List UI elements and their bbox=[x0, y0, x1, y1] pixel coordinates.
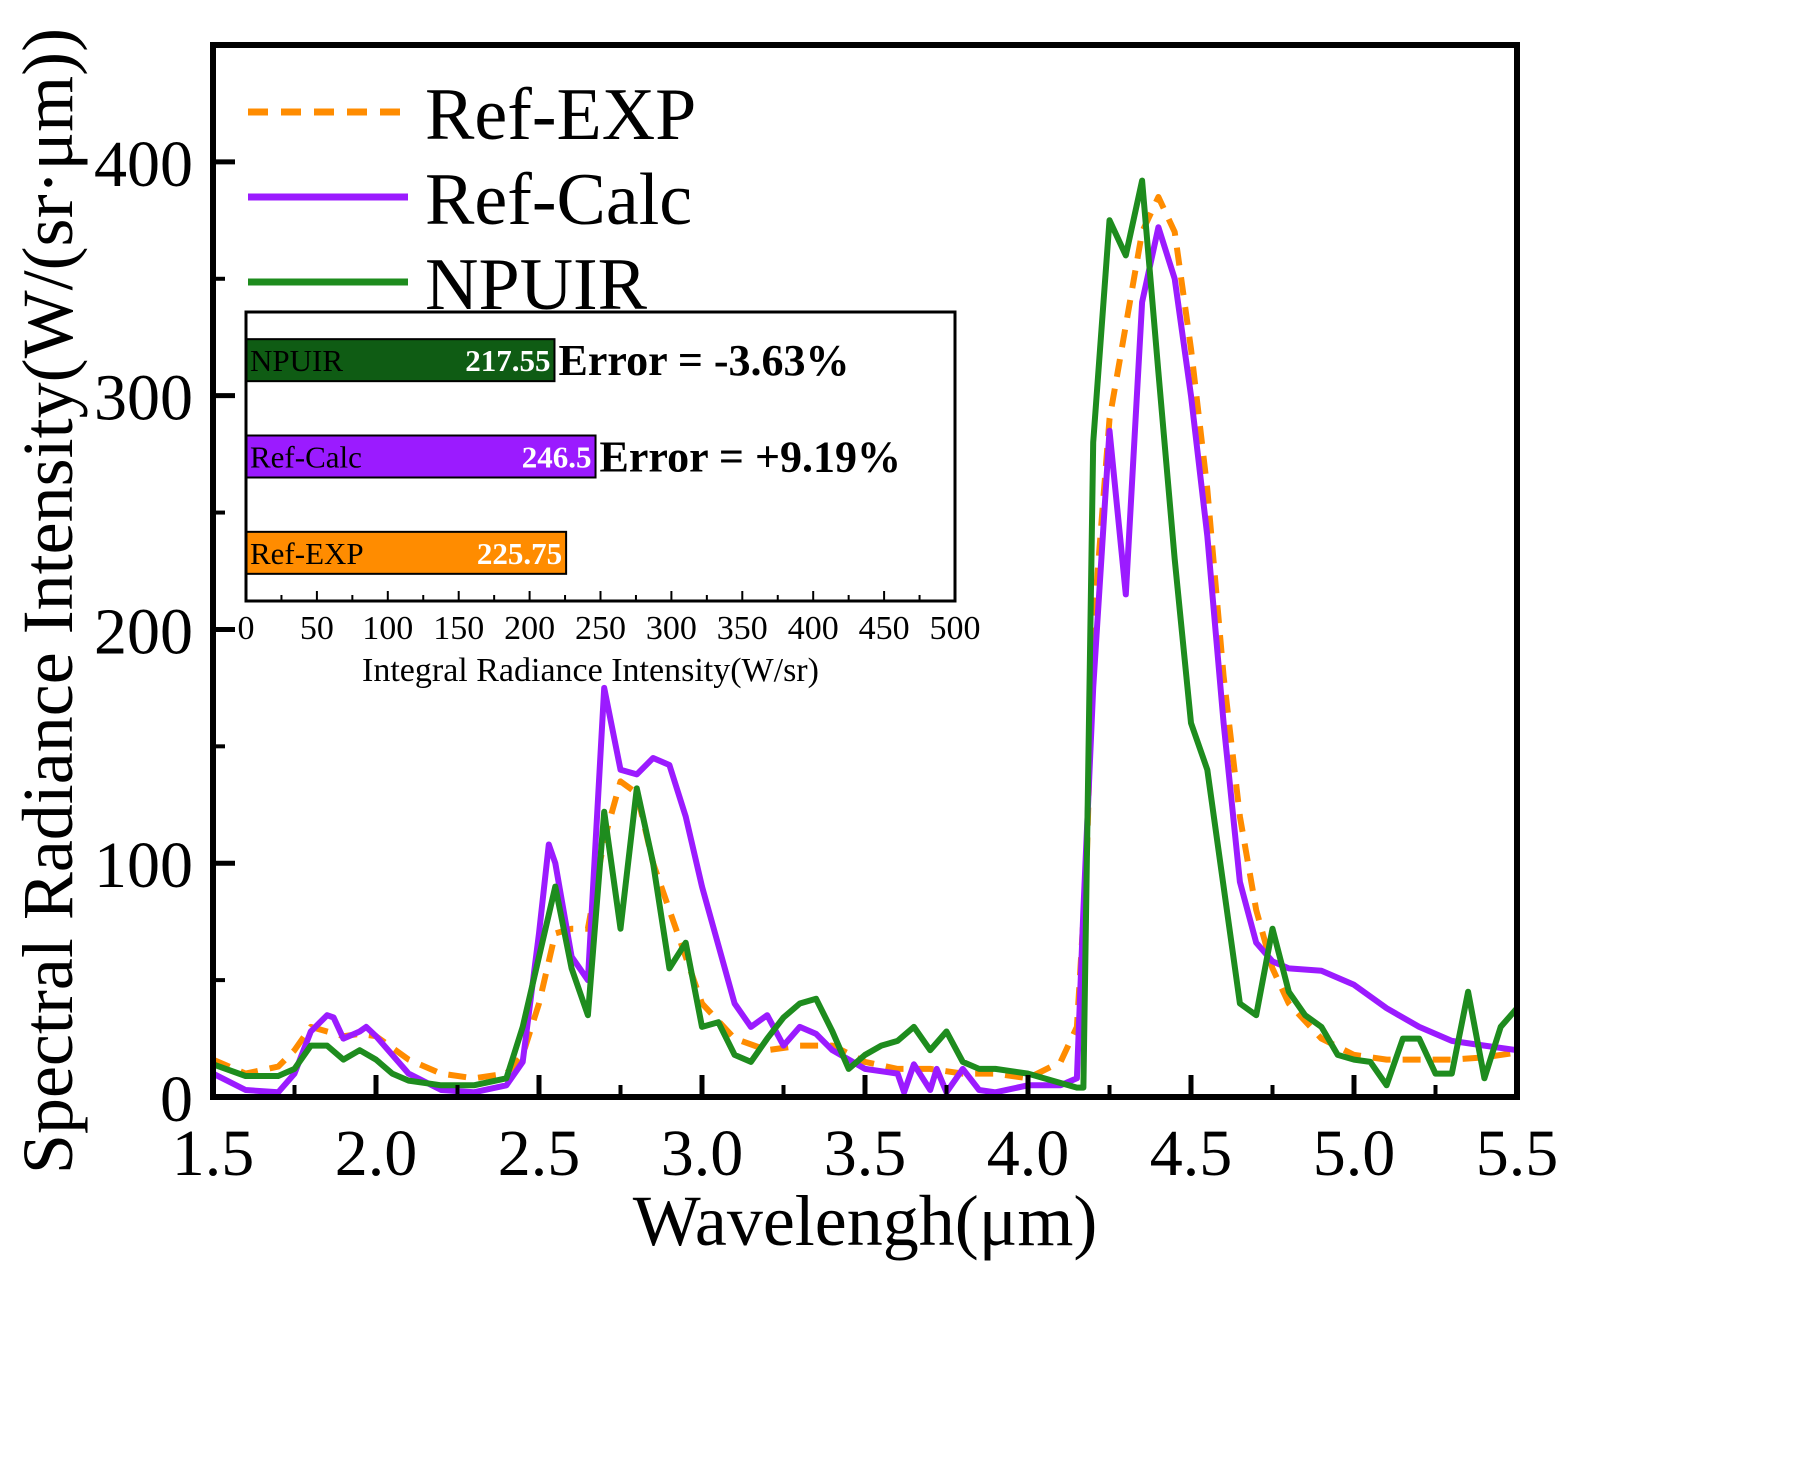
x-tick-label: 5.5 bbox=[1476, 1117, 1559, 1190]
inset-x-tick-label: 100 bbox=[362, 610, 413, 647]
y-tick-label: 0 bbox=[160, 1063, 193, 1136]
inset-bar-category-label: NPUIR bbox=[250, 343, 343, 378]
inset-error-annotation: Error = +9.19% bbox=[600, 433, 902, 482]
inset-x-tick-label: 400 bbox=[788, 610, 839, 647]
inset-x-tick-label: 300 bbox=[646, 610, 697, 647]
inset-x-tick-label: 50 bbox=[300, 610, 334, 647]
x-tick-label: 3.5 bbox=[824, 1117, 907, 1190]
legend-label: Ref-Calc bbox=[425, 159, 692, 241]
inset-bar-ref-exp bbox=[245, 530, 568, 575]
series-line-ref-exp bbox=[211, 194, 1518, 1082]
inset-x-tick-label: 250 bbox=[575, 610, 626, 647]
main-x-axis: 1.5 2.0 2.5 3.0 3.5 4.0 4.5 5.0 5.5 bbox=[172, 1075, 1559, 1190]
main-series-group bbox=[211, 177, 1520, 1096]
x-axis-title: Wavelengh(μm) bbox=[633, 1181, 1098, 1261]
main-y-axis: 0 100 200 300 400 bbox=[94, 128, 235, 1136]
y-tick-label: 200 bbox=[94, 595, 193, 668]
main-plot: 1.5 2.0 2.5 3.0 3.5 4.0 4.5 5.0 5.5 0 100 200 300 40… bbox=[8, 28, 1558, 1261]
x-tick-label: 5.0 bbox=[1313, 1117, 1396, 1190]
series-line-npuir bbox=[211, 177, 1520, 1091]
inset-x-tick-label: 450 bbox=[859, 610, 910, 647]
inset-x-axis-title: Integral Radiance Intensity(W/sr) bbox=[362, 652, 819, 689]
x-tick-label: 2.5 bbox=[498, 1117, 581, 1190]
legend-label: Ref-EXP bbox=[425, 74, 696, 156]
y-tick-label: 300 bbox=[94, 362, 193, 435]
inset-bars-group: NPUIR 217.55 Error = -3.63% Ref-Calc 246.5 Er… bbox=[245, 336, 902, 575]
inset-bar-value-label: 246.5 bbox=[522, 440, 592, 475]
inset-x-tick-label: 150 bbox=[433, 610, 484, 647]
y-axis-title: Spectral Radiance Intensity(W/(sr·μm)) bbox=[8, 28, 88, 1174]
inset-bar-value-label: 225.75 bbox=[477, 536, 562, 571]
inset-bar-value-label: 217.55 bbox=[465, 343, 550, 378]
inset-bar-category-label: Ref-EXP bbox=[250, 536, 364, 571]
x-tick-label: 4.0 bbox=[987, 1117, 1070, 1190]
x-tick-label: 4.5 bbox=[1150, 1117, 1233, 1190]
inset-bar-npuir bbox=[245, 338, 556, 383]
x-tick-label: 1.5 bbox=[172, 1117, 255, 1190]
inset-x-tick-label: 200 bbox=[504, 610, 555, 647]
y-tick-label: 100 bbox=[94, 829, 193, 902]
x-tick-label: 2.0 bbox=[335, 1117, 418, 1190]
inset-x-tick-label: 0 bbox=[238, 610, 255, 647]
inset-bar-chart: NPUIR 217.55 Error = -3.63% Ref-Calc 246.5 Er… bbox=[238, 310, 981, 689]
y-tick-label: 400 bbox=[94, 128, 193, 201]
inset-bar-category-label: Ref-Calc bbox=[250, 440, 362, 475]
inset-x-tick-label: 350 bbox=[717, 610, 768, 647]
inset-x-tick-label: 500 bbox=[930, 610, 981, 647]
x-tick-label: 3.0 bbox=[661, 1117, 744, 1190]
inset-error-annotation: Error = -3.63% bbox=[558, 336, 849, 385]
inset-x-axis: 0 50 100 150 200 250 300 350 400 450 500 bbox=[238, 591, 981, 647]
